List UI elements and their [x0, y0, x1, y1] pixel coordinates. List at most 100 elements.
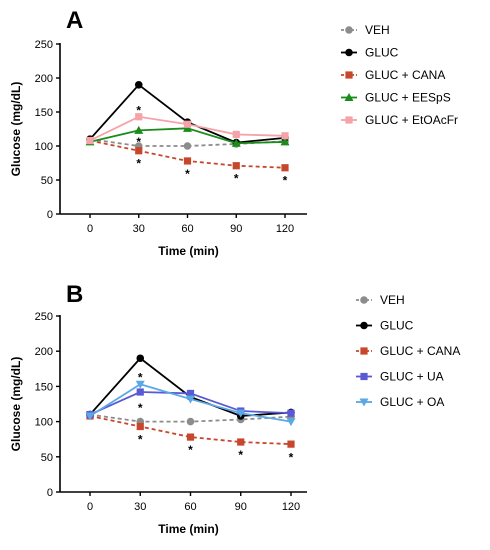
- significance-marker: *: [238, 448, 243, 462]
- y-axis-title: Glucose (mg/dL): [9, 357, 23, 452]
- legend-marker: [360, 321, 368, 330]
- y-tick-label: 100: [35, 417, 53, 429]
- x-axis-title: Time (min): [158, 522, 218, 536]
- x-tick-label: 0: [87, 501, 93, 513]
- panel-label: B: [66, 281, 83, 308]
- legend-label: VEH: [365, 23, 390, 37]
- data-point: [236, 409, 246, 418]
- y-tick-label: 200: [35, 346, 53, 358]
- data-point: [280, 137, 290, 146]
- y-tick-label: 200: [35, 73, 53, 85]
- legend-label: GLUC + CANA: [380, 344, 460, 358]
- panel-label: A: [66, 7, 83, 34]
- legend-label: GLUC + OA: [380, 395, 444, 409]
- legend-entry: GLUC + CANA: [341, 68, 445, 82]
- significance-marker: *: [138, 371, 143, 385]
- data-point: [281, 132, 289, 140]
- series-veh: [86, 410, 295, 426]
- legend-label: GLUC + UA: [380, 370, 444, 384]
- series-line: [89, 357, 292, 417]
- legend-marker: [345, 116, 353, 124]
- significance-marker: *: [136, 135, 141, 149]
- x-axis-title: Time (min): [158, 244, 218, 258]
- data-point: [186, 433, 195, 441]
- x-tick-label: 30: [133, 223, 145, 235]
- data-point: [287, 440, 295, 448]
- significance-marker: *: [138, 433, 143, 447]
- data-point: [183, 142, 192, 150]
- y-tick-label: 50: [41, 452, 53, 464]
- y-tick-label: 250: [35, 311, 53, 323]
- data-point: [237, 438, 245, 446]
- x-tick-label: 60: [181, 223, 193, 235]
- data-point: [183, 120, 192, 128]
- legend-label: GLUC: [380, 319, 414, 333]
- data-point: [186, 395, 195, 404]
- data-point: [136, 354, 145, 363]
- data-point: [86, 136, 94, 145]
- x-tick-label: 30: [134, 501, 146, 513]
- significance-marker: *: [283, 174, 288, 188]
- data-point: [186, 389, 195, 398]
- data-point: [135, 147, 143, 155]
- data-point: [136, 388, 144, 396]
- x-tick-label: 90: [235, 501, 247, 513]
- series-gluc-oa: [85, 380, 296, 427]
- legend-marker: [360, 372, 368, 381]
- series-gluc-etoacfr: [86, 113, 289, 145]
- y-tick-label: 100: [35, 141, 53, 153]
- legend-marker: [359, 398, 369, 407]
- legend-entry: GLUC + CANA: [356, 344, 460, 358]
- series-line: [89, 415, 292, 446]
- legend-label: GLUC + CANA: [365, 68, 445, 82]
- legend-entry: GLUC + UA: [356, 370, 444, 384]
- legend-label: GLUC + EESpS: [365, 91, 451, 105]
- x-tick-label: 120: [282, 501, 300, 513]
- series-line: [89, 83, 286, 144]
- data-point: [232, 130, 240, 139]
- legend-label: VEH: [380, 293, 405, 307]
- data-point: [287, 409, 295, 417]
- data-point: [136, 422, 144, 431]
- significance-marker: *: [138, 401, 143, 415]
- legend-marker: [345, 48, 353, 57]
- legend-entry: VEH: [356, 293, 405, 307]
- significance-marker: *: [136, 157, 141, 171]
- legend-entry: GLUC + EtOAcFr: [341, 113, 458, 127]
- legend-entry: GLUC: [356, 319, 414, 333]
- y-tick-label: 50: [41, 175, 53, 187]
- chart-panel-a: A 0 50 100 150 200 250 0 30 60 90 120 Time (min) Gluc…: [9, 7, 458, 258]
- data-point: [183, 157, 192, 165]
- x-tick-label: 0: [87, 223, 93, 235]
- legend-entry: GLUC: [341, 46, 399, 60]
- legend-marker: [360, 296, 368, 304]
- x-tick-label: 120: [276, 223, 294, 235]
- data-point: [232, 162, 240, 170]
- data-point: [231, 138, 241, 147]
- data-point: [186, 417, 195, 426]
- y-tick-label: 0: [47, 209, 53, 221]
- legend-marker: [345, 26, 353, 34]
- legend-entry: GLUC + EESpS: [341, 91, 451, 105]
- y-tick-label: 150: [35, 381, 53, 393]
- x-tick-label: 90: [230, 223, 242, 235]
- series-gluc: [86, 354, 295, 420]
- data-point: [281, 164, 289, 172]
- chart-panel-b: B 0 50 100 150 200 250 0 30 60 90 120 Time (min) Gluc…: [9, 281, 460, 536]
- legend-entry: GLUC + OA: [356, 395, 444, 409]
- data-point: [134, 81, 143, 89]
- significance-marker: *: [136, 104, 141, 118]
- legend-entry: VEH: [341, 23, 390, 37]
- data-point: [85, 412, 95, 421]
- x-tick-label: 60: [184, 501, 196, 513]
- series-gluc: [86, 81, 289, 147]
- legend-label: GLUC: [365, 46, 399, 60]
- legend-marker: [344, 93, 354, 101]
- data-point: [135, 113, 143, 121]
- significance-marker: *: [289, 450, 294, 464]
- data-point: [286, 418, 296, 427]
- data-point: [134, 125, 144, 134]
- legend-label: GLUC + EtOAcFr: [365, 113, 458, 127]
- data-point: [135, 380, 145, 389]
